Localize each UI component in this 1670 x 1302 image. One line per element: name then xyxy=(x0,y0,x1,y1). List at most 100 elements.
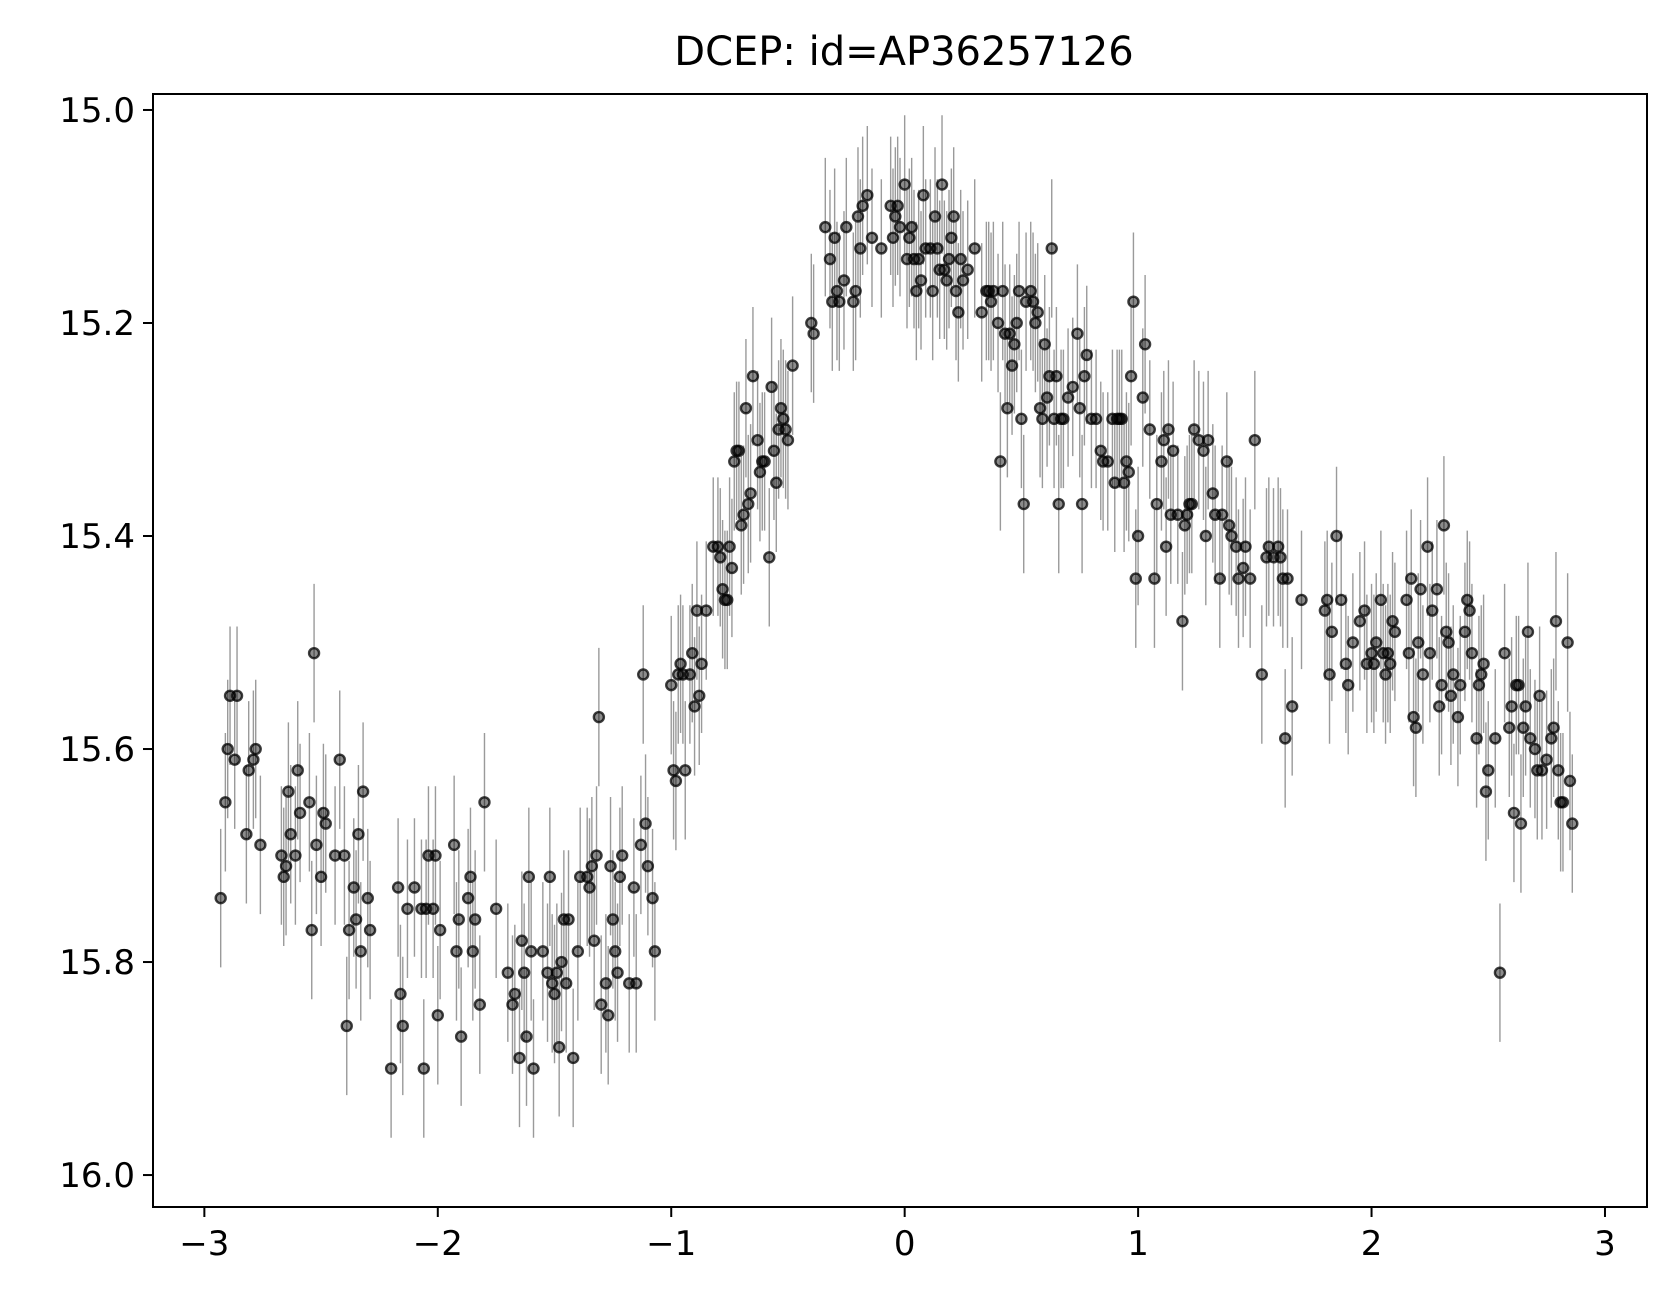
data-point xyxy=(461,891,475,905)
data-point xyxy=(384,1062,398,1075)
plot-frame xyxy=(152,93,1648,1208)
data-point xyxy=(1505,700,1518,713)
data-point xyxy=(942,252,956,266)
data-point xyxy=(1136,391,1149,404)
data-point xyxy=(1416,668,1430,681)
data-point xyxy=(947,210,960,223)
data-point xyxy=(1127,295,1140,308)
data-point xyxy=(1239,540,1252,553)
data-point xyxy=(1176,615,1189,628)
data-point xyxy=(1017,497,1030,511)
data-point xyxy=(305,923,318,937)
data-point xyxy=(602,1009,615,1022)
data-point xyxy=(830,284,844,298)
data-point xyxy=(1323,668,1336,681)
data-point xyxy=(1285,700,1299,713)
data-point xyxy=(580,870,594,884)
data-point xyxy=(417,1062,430,1075)
data-point xyxy=(1381,646,1395,660)
data-point xyxy=(1563,774,1577,788)
data-point xyxy=(928,210,942,223)
data-point xyxy=(984,295,998,308)
data-point xyxy=(1405,572,1418,585)
data-point xyxy=(786,359,799,372)
data-point xyxy=(1066,380,1079,394)
data-point xyxy=(968,242,981,255)
data-point xyxy=(1187,423,1201,436)
data-point xyxy=(363,923,377,937)
data-point xyxy=(517,966,531,979)
data-point xyxy=(1024,284,1037,298)
data-point xyxy=(1503,721,1516,734)
data-point xyxy=(1461,593,1474,607)
data-point xyxy=(1295,593,1308,607)
data-point xyxy=(627,881,641,894)
data-point xyxy=(349,913,363,926)
data-point xyxy=(1528,742,1542,756)
data-point xyxy=(886,231,900,244)
data-point xyxy=(917,188,930,202)
x-tick-label: −2 xyxy=(413,1224,463,1264)
data-point xyxy=(1440,625,1453,639)
data-point xyxy=(1274,551,1287,564)
data-point xyxy=(1475,668,1488,681)
data-point xyxy=(1552,764,1565,777)
data-point xyxy=(606,913,620,926)
data-point xyxy=(721,593,734,607)
data-point xyxy=(807,327,820,340)
data-point xyxy=(1430,583,1444,596)
data-point xyxy=(1115,412,1128,426)
data-point xyxy=(711,540,725,553)
data-point xyxy=(1073,401,1086,415)
data-point xyxy=(1412,636,1425,649)
data-point xyxy=(1281,572,1294,585)
data-point xyxy=(1465,646,1479,660)
data-point xyxy=(1386,615,1399,628)
data-point xyxy=(1435,678,1448,692)
data-point xyxy=(833,295,846,308)
data-point xyxy=(823,252,837,266)
data-point xyxy=(1124,370,1138,383)
data-point xyxy=(1061,391,1075,404)
data-point xyxy=(1358,604,1371,617)
data-point xyxy=(854,242,867,255)
data-point xyxy=(247,753,260,766)
data-point xyxy=(1138,338,1152,351)
data-point xyxy=(910,284,923,298)
y-tick-label: 15.0 xyxy=(59,91,135,131)
data-point xyxy=(566,1051,580,1065)
data-point xyxy=(938,263,951,276)
data-point xyxy=(1339,657,1353,671)
data-point xyxy=(1199,529,1213,543)
data-point xyxy=(1159,540,1173,553)
data-point xyxy=(1533,689,1546,702)
data-point xyxy=(1213,572,1227,585)
data-point xyxy=(1400,593,1413,607)
data-point xyxy=(765,380,778,394)
data-point xyxy=(303,796,316,809)
data-point xyxy=(1325,625,1339,639)
data-point xyxy=(805,316,818,330)
data-point xyxy=(1220,455,1234,468)
data-point xyxy=(1003,327,1016,340)
data-point xyxy=(891,199,904,213)
data-point xyxy=(221,742,234,756)
data-point xyxy=(1155,455,1168,468)
data-point xyxy=(723,540,736,553)
data-point xyxy=(898,178,911,191)
data-point xyxy=(716,583,729,596)
data-point xyxy=(856,199,869,213)
data-point xyxy=(1225,529,1238,543)
data-point xyxy=(912,252,925,266)
data-point xyxy=(1561,636,1574,649)
data-point xyxy=(1157,433,1170,447)
data-point xyxy=(1001,401,1014,415)
data-point xyxy=(1071,327,1084,340)
data-point xyxy=(240,828,253,841)
data-point xyxy=(735,519,748,532)
data-point xyxy=(524,945,538,958)
data-point xyxy=(1036,412,1049,426)
data-point xyxy=(275,849,288,862)
